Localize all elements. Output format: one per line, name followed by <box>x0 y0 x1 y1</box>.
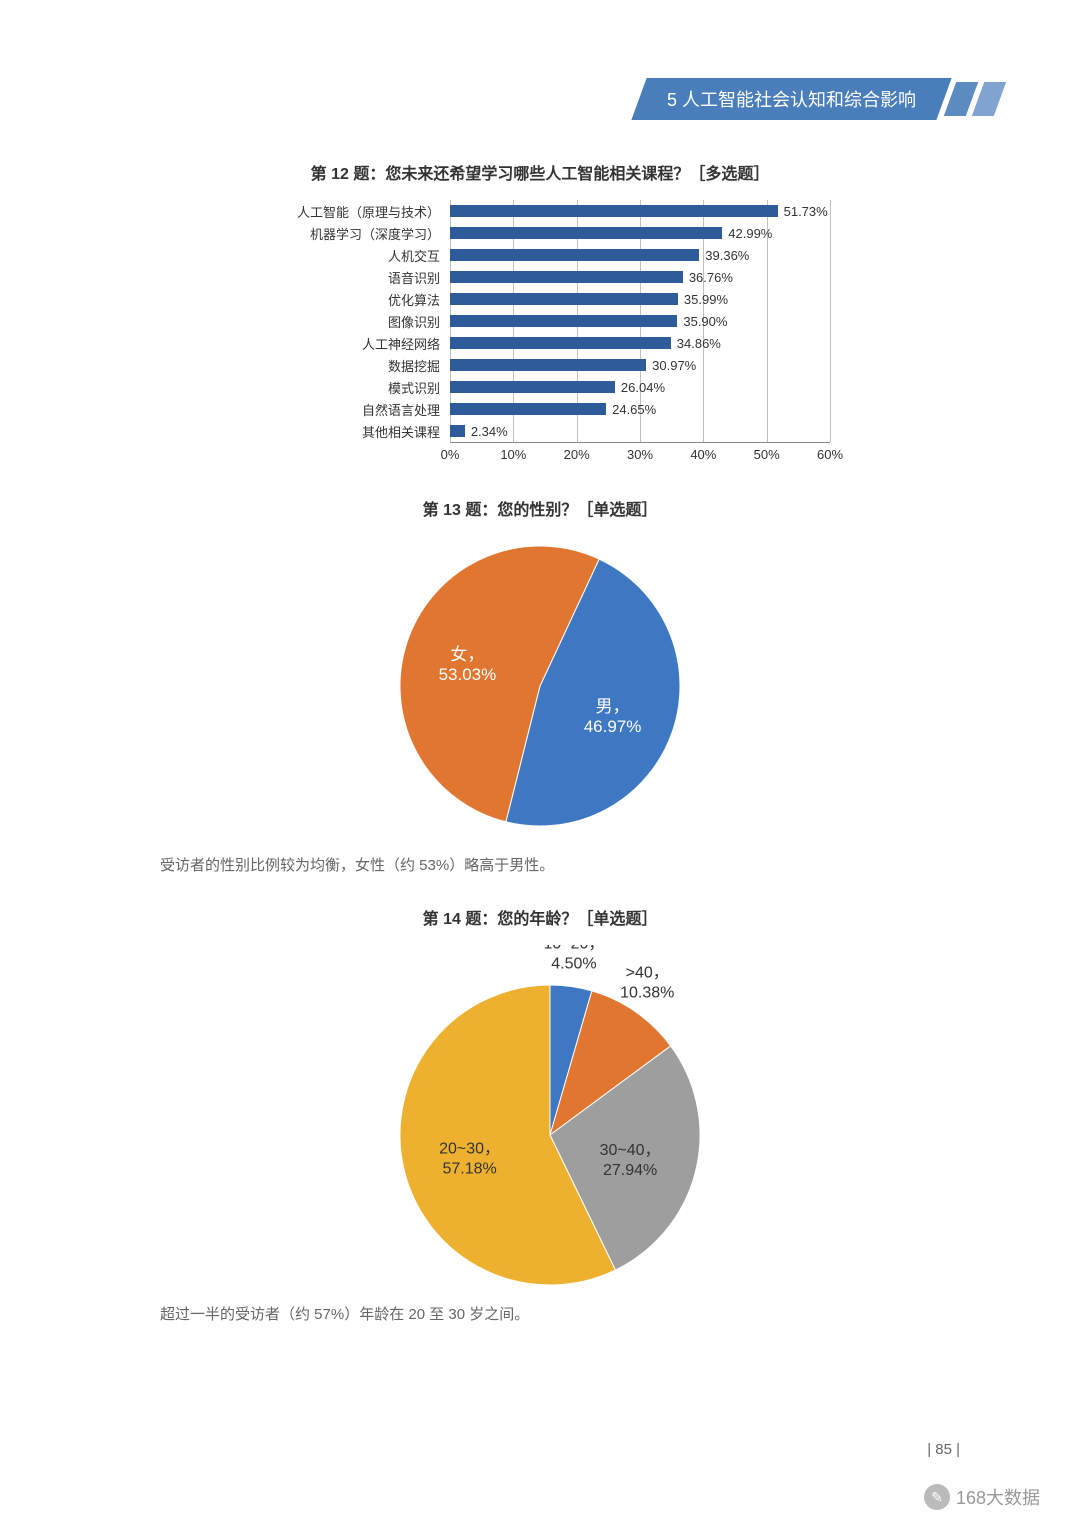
bar-chart-axis: 0%10%20%30%40%50%60% <box>450 442 830 466</box>
bar-chart-plot: 人工智能（原理与技术）51.73%机器学习（深度学习）42.99%人机交互39.… <box>450 200 830 442</box>
bar-value: 39.36% <box>705 248 749 263</box>
bar-row: 语音识别36.76% <box>450 266 830 288</box>
bar-row: 机器学习（深度学习）42.99% <box>450 222 830 244</box>
bar-row: 图像识别35.90% <box>450 310 830 332</box>
pie-gender-chart: 男，46.97% 女，53.03% <box>160 536 920 836</box>
bar-fill <box>450 205 778 217</box>
pie-gender-caption: 受访者的性别比例较为均衡，女性（约 53%）略高于男性。 <box>160 854 920 875</box>
bar-value: 36.76% <box>689 270 733 285</box>
page-content: 第 12 题：您未来还希望学习哪些人工智能相关课程？［多选题］ 人工智能（原理与… <box>160 160 920 1354</box>
pie-slice-pct: 10.38% <box>620 985 674 1002</box>
bar-label: 模式识别 <box>230 378 440 397</box>
bar-row: 人工智能（原理与技术）51.73% <box>450 200 830 222</box>
bar-label: 自然语言处理 <box>230 400 440 419</box>
bar-label: 人机交互 <box>230 246 440 265</box>
bar-row: 优化算法35.99% <box>450 288 830 310</box>
bar-label: 数据挖掘 <box>230 356 440 375</box>
bar-value: 35.90% <box>683 314 727 329</box>
watermark-icon: ✎ <box>924 1484 950 1510</box>
pie-slice-label: >40， <box>626 965 669 982</box>
watermark-text: 168大数据 <box>956 1484 1040 1510</box>
bar-fill <box>450 425 465 437</box>
pie-age-svg: 10~20， 4.50% >40， 10.38% 30~40， 27.94% 20~30， 5… <box>310 945 770 1285</box>
bar-value: 35.99% <box>684 292 728 307</box>
bar-label: 人工智能（原理与技术） <box>230 202 440 221</box>
bar-row: 数据挖掘30.97% <box>450 354 830 376</box>
bar-fill <box>450 227 722 239</box>
pie-slice-pct: 27.94% <box>603 1162 657 1179</box>
bar-value: 2.34% <box>471 424 508 439</box>
bar-fill <box>450 337 671 349</box>
bar-label: 优化算法 <box>230 290 440 309</box>
pie-slice-label: 10~20， <box>543 945 604 953</box>
bar-row: 模式识别26.04% <box>450 376 830 398</box>
bar-fill <box>450 381 615 393</box>
pie-gender-svg: 男，46.97% 女，53.03% <box>360 536 720 836</box>
header-decor <box>972 82 1006 116</box>
bar-fill <box>450 249 699 261</box>
pie-age-title: 第 14 题：您的年龄？［单选题］ <box>160 905 920 929</box>
bar-value: 34.86% <box>677 336 721 351</box>
section-header: 5 人工智能社会认知和综合影响 <box>639 78 1000 120</box>
bar-label: 图像识别 <box>230 312 440 331</box>
bar-fill <box>450 359 646 371</box>
bar-label: 语音识别 <box>230 268 440 287</box>
section-header-label: 5 人工智能社会认知和综合影响 <box>631 78 951 120</box>
bar-value: 51.73% <box>784 204 828 219</box>
bar-label: 其他相关课程 <box>230 422 440 441</box>
pie-slice-pct: 4.50% <box>551 956 596 973</box>
bar-label: 机器学习（深度学习） <box>230 224 440 243</box>
pie-slice-label: 女， <box>450 645 484 664</box>
bar-value: 30.97% <box>652 358 696 373</box>
bar-fill <box>450 293 678 305</box>
pie-slice-label: 20~30， <box>439 1140 500 1157</box>
pie-slice-label: 30~40， <box>600 1142 661 1159</box>
pie-age-chart: 10~20， 4.50% >40， 10.38% 30~40， 27.94% 20~30， 5… <box>160 945 920 1285</box>
bar-row: 人机交互39.36% <box>450 244 830 266</box>
section-header-text: 5 人工智能社会认知和综合影响 <box>667 86 916 112</box>
bar-fill <box>450 271 683 283</box>
bar-row: 自然语言处理24.65% <box>450 398 830 420</box>
bar-row: 人工神经网络34.86% <box>450 332 830 354</box>
bar-fill <box>450 315 677 327</box>
pie-slice-label: 男， <box>596 697 630 716</box>
bar-value: 24.65% <box>612 402 656 417</box>
pie-age-caption: 超过一半的受访者（约 57%）年龄在 20 至 30 岁之间。 <box>160 1303 920 1324</box>
bar-label: 人工神经网络 <box>230 334 440 353</box>
watermark: ✎ 168大数据 <box>924 1484 1040 1510</box>
pie-slice-pct: 57.18% <box>442 1160 496 1177</box>
bar-value: 26.04% <box>621 380 665 395</box>
bar-chart: 人工智能（原理与技术）51.73%机器学习（深度学习）42.99%人机交互39.… <box>230 200 850 466</box>
bar-fill <box>450 403 606 415</box>
bar-value: 42.99% <box>728 226 772 241</box>
page-number: | 85 | <box>927 1441 960 1458</box>
pie-gender-title: 第 13 题：您的性别？［单选题］ <box>160 496 920 520</box>
pie-slice-pct: 53.03% <box>439 665 497 684</box>
pie-slice-pct: 46.97% <box>584 717 642 736</box>
bar-row: 其他相关课程2.34% <box>450 420 830 442</box>
bar-chart-title: 第 12 题：您未来还希望学习哪些人工智能相关课程？［多选题］ <box>160 160 920 184</box>
